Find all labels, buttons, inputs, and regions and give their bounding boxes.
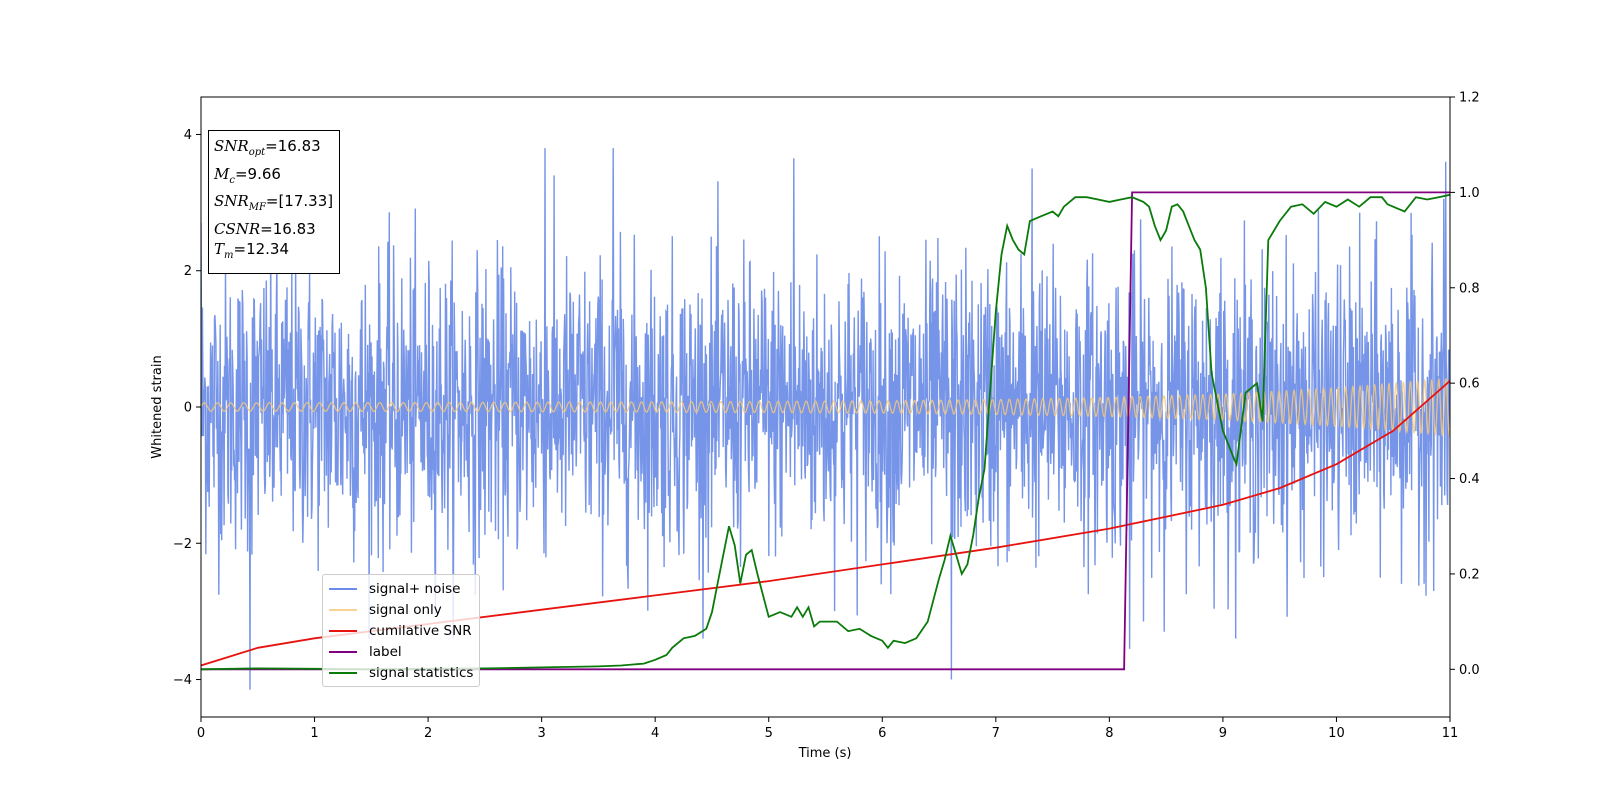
snr-opt-value: =16.83 [265,137,321,155]
csnr-symbol: CSNR [214,219,261,238]
legend: signal+ noise signal only cumilative SNR… [322,574,481,687]
x-tick-label: 9 [1219,726,1227,741]
y-left-tick-label: 0 [184,401,192,416]
y-right-tick-label: 1.2 [1459,91,1480,106]
legend-swatch-cumulative-snr [329,629,357,632]
tm-subscript: m [224,250,234,261]
legend-swatch-signal-only [329,608,357,611]
snr-opt-row: SNRopt=16.83 [214,136,333,164]
csnr-value: =16.83 [260,219,316,238]
x-tick-label: 10 [1328,726,1345,741]
legend-label-signal-only: signal only [369,601,442,618]
x-tick-label: 2 [424,726,432,741]
x-tick-label: 7 [992,726,1000,741]
y-left-tick-label: 4 [184,128,192,143]
legend-item-signal-noise: signal+ noise [329,578,473,599]
tm-value: =12.34 [233,240,290,258]
snr-opt-symbol: SNR [214,137,249,155]
y-right-tick-label: 1.0 [1459,186,1480,201]
y-right-tick-label: 0.4 [1459,472,1480,487]
x-tick-label: 0 [197,726,205,741]
x-axis-label: Time (s) [798,746,852,761]
x-tick-label: 5 [765,726,773,741]
y-axis-label: Whitened strain [150,355,165,458]
series-signal-only [201,377,1450,438]
legend-item-signal-only: signal only [329,599,473,620]
y-right-tick-label: 0.2 [1459,567,1480,582]
x-tick-label: 1 [310,726,318,741]
series-signal-statistics [201,193,1450,671]
legend-swatch-signal-statistics [329,671,357,674]
x-tick-label: 3 [537,726,545,741]
x-tick-label: 8 [1105,726,1113,741]
y-left-tick-label: 2 [184,264,192,279]
y-left-tick-label: −4 [173,673,192,688]
mc-value: =9.66 [234,164,281,183]
legend-label-cumulative-snr: cumilative SNR [369,622,472,639]
legend-item-label: label [329,641,473,662]
parameter-info-box: SNRopt=16.83 Mc=9.66 SNRMF=[17.33] CSNR=… [208,130,341,274]
tm-symbol: T [214,240,225,258]
mc-symbol: M [214,164,230,183]
snr-mf-subscript: MF [248,202,266,213]
csnr-row: CSNR=16.83 [214,219,333,240]
x-tick-label: 4 [651,726,659,741]
y-left-tick-label: −2 [173,537,192,552]
series-signal-noise [201,148,1450,690]
legend-label-signal-statistics: signal statistics [369,664,474,681]
series-label [201,191,1450,671]
snr-mf-value: =[17.33] [265,192,334,210]
snr-opt-subscript: opt [248,147,266,158]
snr-mf-row: SNRMF=[17.33] [214,191,333,219]
mc-row: Mc=9.66 [214,164,333,192]
axes-layer: 0 1 2 3 4 5 6 7 8 9 10 11 −4 −2 0 2 4 0.0 0.2 0.4 0.6 0.8 1.0 1… [173,91,1480,742]
tm-row: Tm=12.34 [214,239,333,267]
legend-item-cumulative-snr: cumilative SNR [329,620,473,641]
legend-item-signal-statistics: signal statistics [329,662,473,683]
y-right-tick-label: 0.6 [1459,377,1480,392]
legend-label-signal-noise: signal+ noise [369,580,461,597]
mc-subscript: c [229,174,235,186]
y-right-tick-label: 0.8 [1459,281,1480,296]
legend-swatch-signal-noise [329,587,357,590]
legend-swatch-label [329,650,357,653]
y-right-tick-label: 0.0 [1459,663,1480,678]
x-tick-label: 6 [878,726,886,741]
snr-mf-symbol: SNR [214,192,249,210]
legend-label-label: label [369,643,402,660]
x-tick-label: 11 [1442,726,1459,741]
